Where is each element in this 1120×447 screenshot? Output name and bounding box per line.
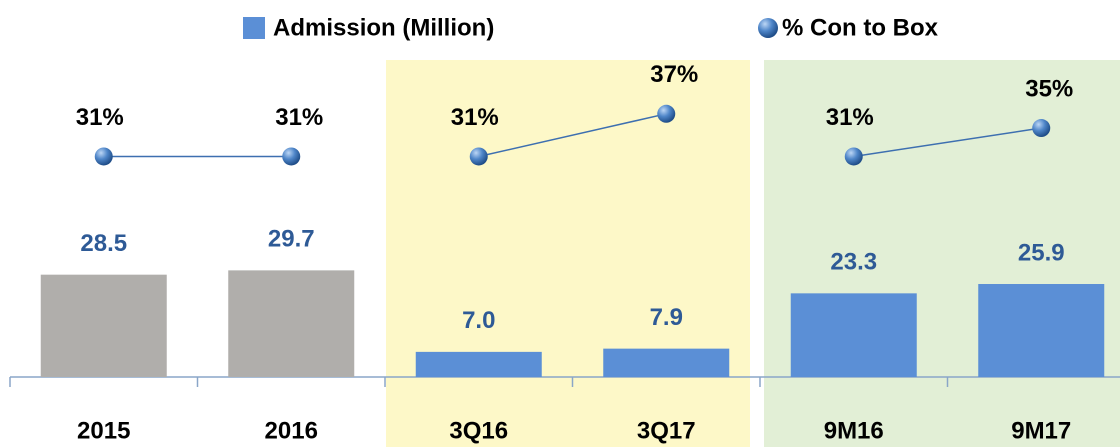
highlight-band — [386, 60, 750, 447]
line-value-label: 31% — [76, 104, 124, 131]
line-marker — [469, 147, 488, 166]
legend-swatch — [758, 18, 778, 38]
bar-value-label: 25.9 — [1018, 239, 1065, 266]
x-tick-label: 3Q17 — [637, 417, 696, 444]
x-tick-label: 3Q16 — [449, 417, 508, 444]
line-value-label: 31% — [275, 104, 323, 131]
bar — [603, 348, 730, 377]
bar-value-label: 7.9 — [650, 304, 683, 331]
line-marker — [94, 147, 113, 166]
line-segment — [478, 113, 667, 158]
line-value-label: 37% — [650, 61, 698, 88]
line-value-label: 35% — [1025, 75, 1073, 102]
bar — [40, 274, 167, 377]
x-tick-label: 2015 — [77, 417, 130, 444]
legend-label: Admission (Million) — [273, 14, 494, 41]
x-tick-label: 9M16 — [824, 417, 884, 444]
bar — [415, 351, 542, 377]
bar-value-label: 29.7 — [268, 226, 315, 253]
x-tick-label: 9M17 — [1011, 417, 1071, 444]
bar-value-label: 28.5 — [80, 230, 127, 257]
line-value-label: 31% — [826, 104, 874, 131]
line-marker — [1032, 119, 1051, 138]
legend-swatch — [243, 17, 265, 39]
line-marker — [282, 147, 301, 166]
highlight-band — [764, 60, 1120, 447]
bar — [978, 284, 1105, 377]
line-marker — [657, 104, 676, 123]
line-marker — [844, 147, 863, 166]
line-value-label: 31% — [451, 104, 499, 131]
x-tick-label: 2016 — [265, 417, 318, 444]
legend-label: % Con to Box — [782, 14, 939, 41]
bar — [790, 293, 917, 377]
bar — [228, 270, 355, 377]
line-segment — [853, 127, 1042, 158]
bar-value-label: 7.0 — [462, 307, 495, 334]
bar-value-label: 23.3 — [830, 249, 877, 276]
